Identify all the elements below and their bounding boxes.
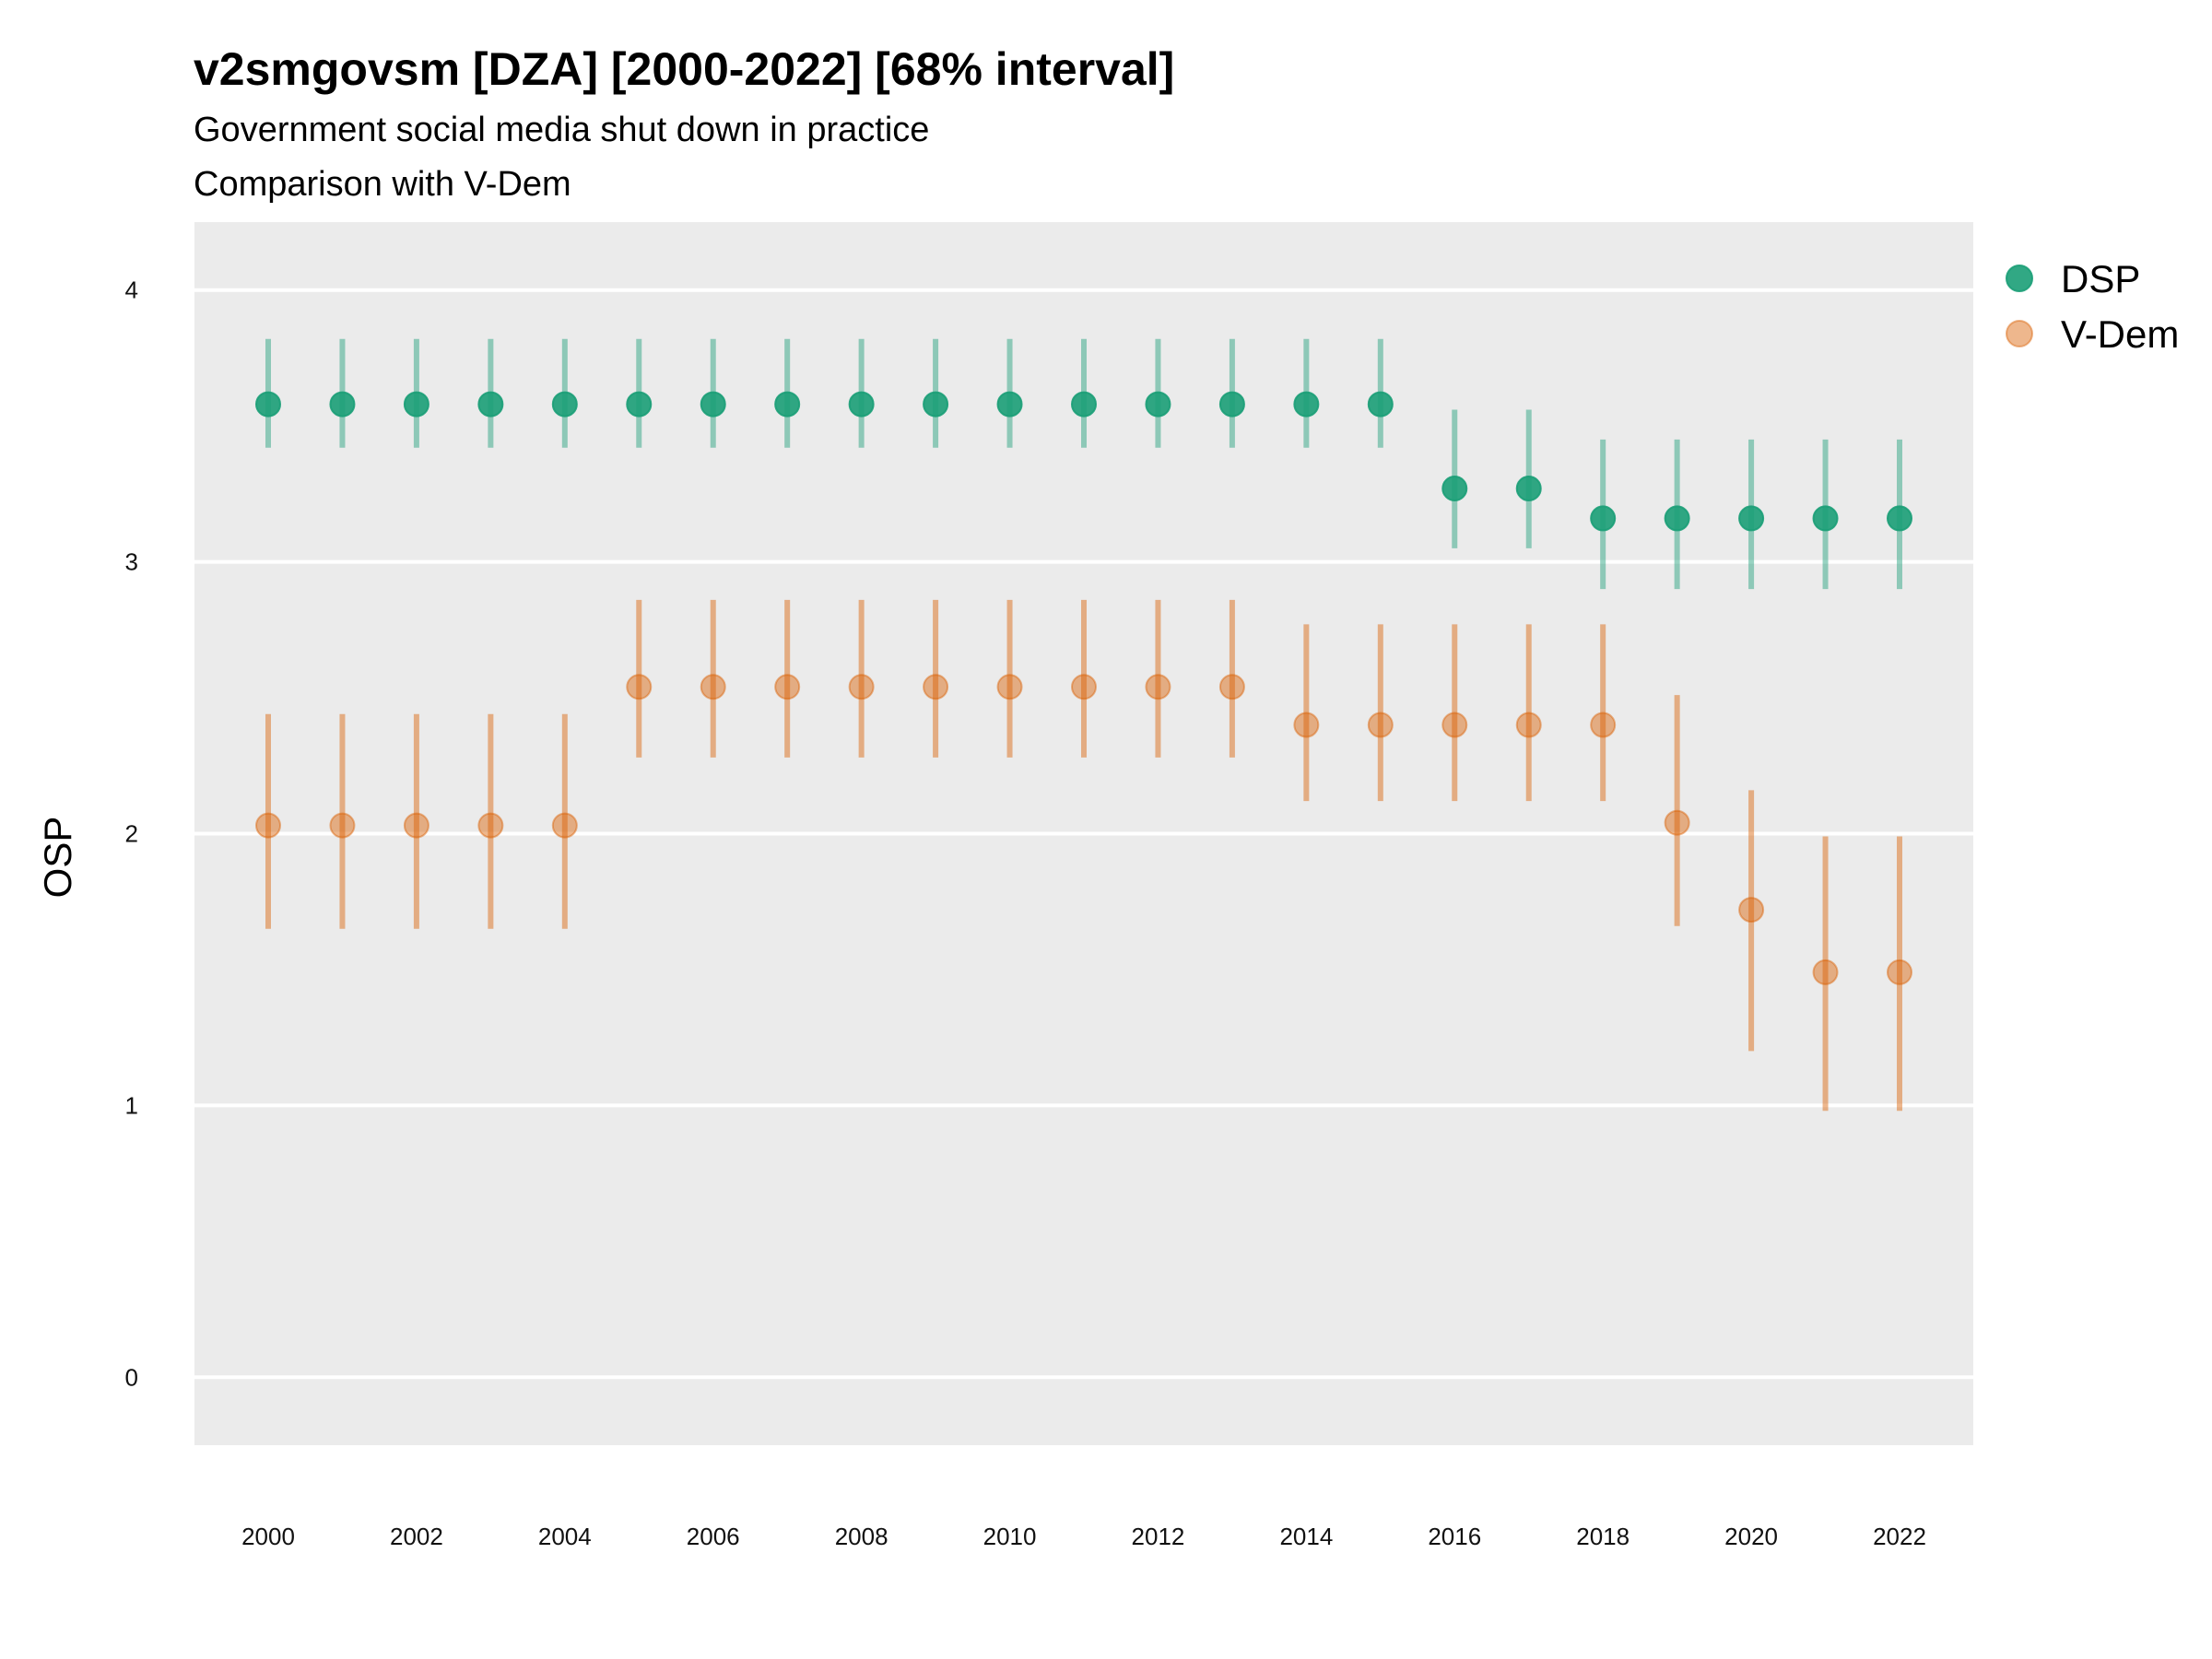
legend-label-dsp: DSP — [2061, 257, 2140, 300]
data-point — [329, 391, 356, 418]
x-tick-2004: 2004 — [538, 1523, 592, 1550]
data-point — [996, 391, 1023, 418]
data-point — [1071, 674, 1097, 700]
data-point — [1590, 712, 1617, 738]
data-point — [551, 391, 578, 418]
x-tick-2002: 2002 — [390, 1523, 443, 1550]
data-point — [1218, 674, 1245, 700]
data-point — [329, 812, 356, 839]
data-point — [1515, 712, 1542, 738]
data-point — [1887, 505, 1912, 532]
data-point — [923, 674, 949, 700]
data-point — [1441, 712, 1468, 738]
data-point — [1293, 712, 1320, 738]
series-v-dem — [255, 599, 1912, 1112]
data-point — [774, 391, 801, 418]
data-point — [1887, 959, 1912, 985]
legend: DSP V-Dem — [2006, 257, 2179, 356]
grid-lines — [194, 288, 1973, 1380]
legend-label-v-dem: V-Dem — [2061, 312, 2179, 356]
x-tick-2018: 2018 — [1576, 1523, 1630, 1550]
data-point — [996, 674, 1023, 700]
chart-subtitle-2: Comparison with V-Dem — [194, 165, 571, 204]
data-point — [255, 391, 281, 418]
y-axis-label: OSP — [36, 817, 79, 899]
x-tick-2000: 2000 — [241, 1523, 295, 1550]
data-point — [1515, 475, 1542, 501]
x-tick-2006: 2006 — [687, 1523, 740, 1550]
data-point — [477, 812, 504, 839]
data-point — [551, 812, 578, 839]
data-point — [1293, 391, 1320, 418]
x-tick-2010: 2010 — [983, 1523, 1037, 1550]
data-point — [848, 674, 875, 700]
data-point — [1738, 897, 1765, 924]
data-point — [1590, 505, 1617, 532]
data-marks — [255, 338, 1912, 1112]
data-point — [1812, 959, 1839, 985]
legend-key-dsp — [2006, 265, 2033, 292]
data-point — [1441, 475, 1468, 501]
x-tick-2022: 2022 — [1873, 1523, 1926, 1550]
x-tick-2014: 2014 — [1279, 1523, 1333, 1550]
y-tick-1: 1 — [125, 1091, 138, 1119]
data-point — [1664, 505, 1690, 532]
data-point — [848, 391, 875, 418]
x-tick-2012: 2012 — [1132, 1523, 1185, 1550]
data-point — [403, 391, 429, 418]
data-point — [1367, 712, 1394, 738]
data-point — [403, 812, 429, 839]
y-tick-2: 2 — [125, 820, 138, 848]
data-point — [700, 674, 726, 700]
y-tick-4: 4 — [125, 276, 138, 304]
data-point — [1071, 391, 1097, 418]
x-tick-2008: 2008 — [835, 1523, 888, 1550]
x-tick-labels: 2000 2002 2004 2006 2008 2010 2012 2014 2016 2018… — [241, 1523, 1926, 1550]
data-point — [1145, 674, 1171, 700]
y-tick-3: 3 — [125, 548, 138, 576]
data-point — [1367, 391, 1394, 418]
x-tick-2016: 2016 — [1428, 1523, 1481, 1550]
chart-title: v2smgovsm [DZA] [2000-2022] [68% interva… — [194, 43, 1174, 95]
data-point — [626, 391, 653, 418]
chart-subtitle: Government social media shut down in pra… — [194, 111, 929, 149]
data-point — [1145, 391, 1171, 418]
data-point — [1738, 505, 1765, 532]
y-tick-0: 0 — [125, 1363, 138, 1391]
data-point — [1218, 391, 1245, 418]
legend-key-v-dem — [2006, 320, 2033, 347]
data-point — [1664, 809, 1690, 836]
data-point — [1812, 505, 1839, 532]
series-dsp — [255, 338, 1912, 590]
data-point — [923, 391, 949, 418]
data-point — [255, 812, 281, 839]
data-point — [477, 391, 504, 418]
data-point — [774, 674, 801, 700]
data-point — [626, 674, 653, 700]
data-point — [700, 391, 726, 418]
x-tick-2020: 2020 — [1724, 1523, 1778, 1550]
y-tick-labels: 0 1 2 3 4 — [125, 276, 138, 1392]
